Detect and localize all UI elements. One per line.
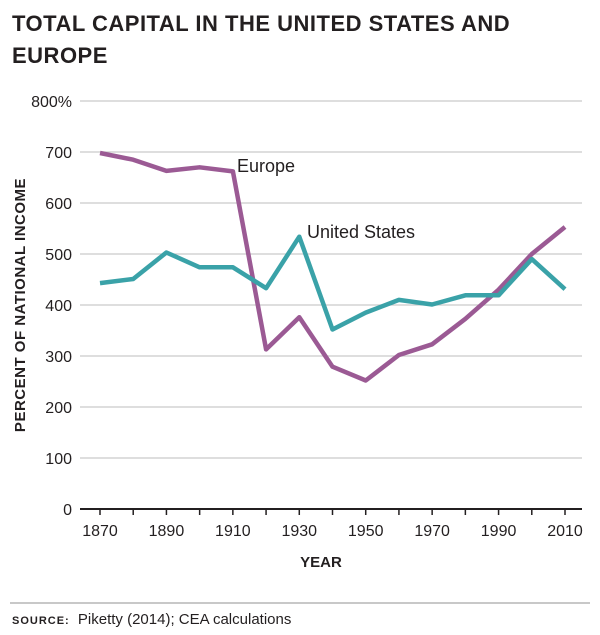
grid-lines: [80, 100, 582, 510]
x-tick-label: 1950: [348, 523, 384, 540]
x-tick-label: 1910: [215, 523, 251, 540]
y-axis-label: PERCENT OF NATIONAL INCOME: [12, 178, 29, 432]
x-tick-label: 1970: [414, 523, 450, 540]
x-tick-label: 1890: [149, 523, 185, 540]
x-tick-label: 1930: [281, 523, 317, 540]
series-label-europe: Europe: [237, 156, 295, 176]
y-tick-label: 400: [45, 298, 72, 315]
y-tick-label: 0: [63, 502, 72, 519]
y-tick-label: 500: [45, 247, 72, 264]
y-tick-label: 300: [45, 349, 72, 366]
y-tick-label: 600: [45, 196, 72, 213]
source-label: SOURCE:: [12, 615, 70, 627]
x-axis-ticks: 1870 1890 1910 1930 1950 1970 1990 2010: [82, 509, 583, 540]
y-tick-label: 700: [45, 145, 72, 162]
x-tick-label: 1870: [82, 523, 118, 540]
series-lines: [99, 150, 567, 383]
series-labels: Europe United States: [237, 156, 415, 242]
series-line-united-states: [99, 234, 567, 332]
series-line-europe: [99, 150, 567, 383]
y-tick-label: 200: [45, 400, 72, 417]
x-axis-label: YEAR: [300, 554, 342, 571]
y-axis-ticks: 0 100 200 300 400 500 600 700 800%: [31, 94, 72, 519]
chart-title: TOTAL CAPITAL IN THE UNITED STATES AND E…: [12, 11, 511, 68]
series-label-united-states: United States: [307, 222, 415, 242]
x-tick-label: 1990: [481, 523, 517, 540]
footer-divider: [10, 602, 590, 604]
y-tick-label: 800%: [31, 94, 72, 111]
source-text: Piketty (2014); CEA calculations: [77, 611, 292, 628]
x-tick-label: 2010: [547, 523, 583, 540]
source-note: SOURCE: Piketty (2014); CEA calculations: [12, 611, 291, 628]
y-tick-label: 100: [45, 451, 72, 468]
